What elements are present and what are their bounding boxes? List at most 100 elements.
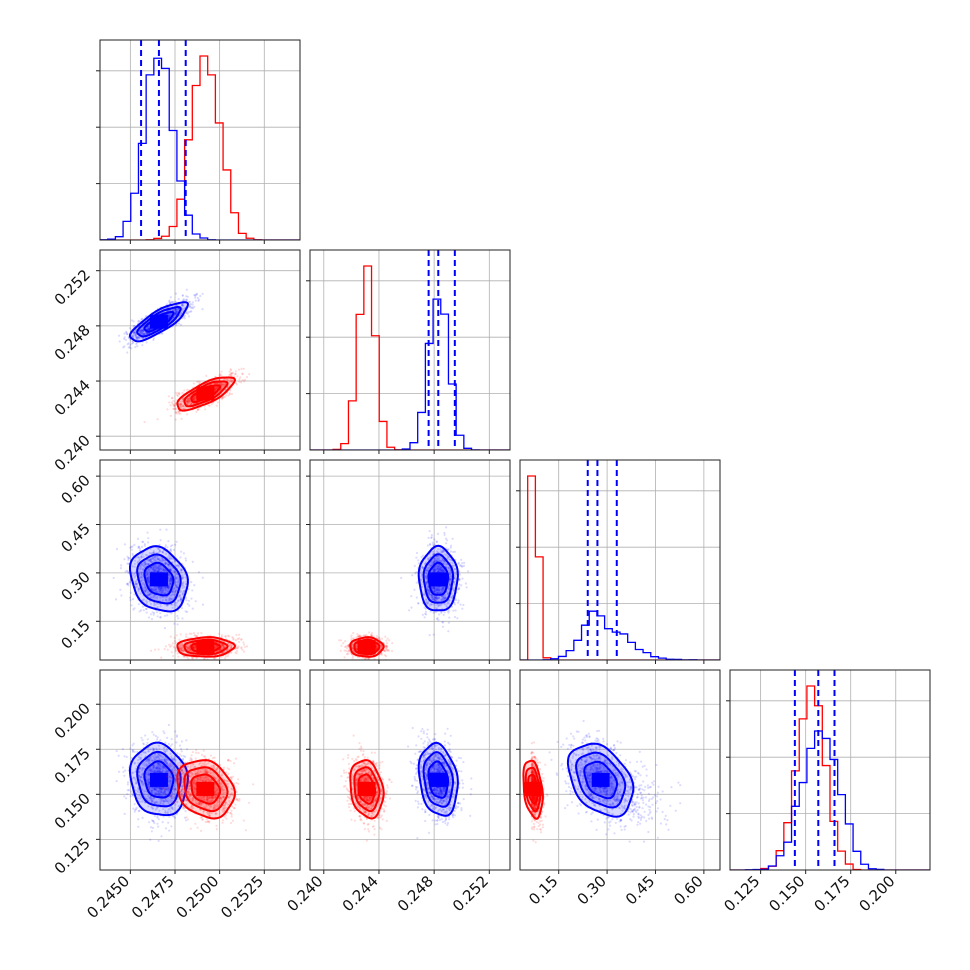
sample-point: [163, 586, 166, 589]
sample-point: [214, 388, 218, 391]
sample-point: [156, 569, 159, 573]
sample-point: [172, 316, 175, 320]
sample-point: [146, 554, 149, 557]
sample-point: [236, 375, 239, 378]
sample-point: [229, 379, 232, 382]
sample-point: [168, 568, 171, 571]
sample-point: [158, 550, 161, 553]
sample-point: [137, 319, 140, 322]
sample-point: [200, 631, 203, 635]
sample-point: [169, 577, 172, 580]
sample-point: [141, 344, 144, 347]
sample-point: [120, 594, 123, 597]
sample-point: [192, 382, 195, 385]
sample-point: [188, 604, 191, 607]
sample-point: [214, 387, 217, 390]
sample-point: [171, 593, 174, 596]
panel-grid-2-0: [100, 460, 300, 660]
sample-point: [177, 617, 180, 620]
sample-point: [164, 592, 167, 595]
sample-point: [154, 559, 157, 563]
sample-point: [144, 586, 147, 590]
sample-point: [123, 336, 126, 339]
sample-point: [167, 563, 170, 567]
sample-point: [235, 652, 238, 655]
sample-point: [227, 394, 230, 397]
sample-point: [142, 565, 145, 568]
y-tick-label: 0.240: [51, 431, 94, 474]
sample-point: [160, 591, 163, 594]
sample-point: [150, 649, 153, 652]
sample-point: [177, 581, 180, 584]
sample-point: [143, 561, 146, 564]
sample-point: [188, 301, 191, 304]
sample-point: [188, 396, 191, 400]
sample-point: [168, 600, 171, 603]
sample-point: [187, 399, 190, 403]
sample-point: [181, 308, 184, 311]
density-contour: [136, 553, 182, 605]
sample-point: [148, 593, 151, 596]
sample-point: [241, 648, 244, 651]
sample-point: [167, 554, 170, 558]
sample-point: [146, 593, 150, 597]
sample-point: [124, 570, 127, 573]
sample-point: [169, 577, 172, 581]
sample-point: [137, 337, 140, 340]
sample-point: [163, 648, 166, 651]
sample-point: [217, 632, 221, 635]
sample-point: [152, 550, 155, 553]
sample-point: [168, 573, 171, 576]
sample-point: [156, 557, 159, 560]
sample-point: [138, 573, 141, 576]
sample-point: [152, 566, 155, 569]
sample-point: [168, 574, 171, 577]
sample-point: [194, 299, 197, 302]
sample-point: [230, 372, 233, 375]
sample-point: [186, 401, 189, 404]
sample-point: [194, 296, 197, 299]
sample-point: [179, 633, 182, 636]
sample-point: [146, 570, 149, 573]
sample-point: [158, 560, 161, 563]
sample-point: [126, 582, 129, 585]
sample-point: [195, 410, 198, 413]
sample-point: [164, 596, 167, 599]
sample-point: [166, 604, 169, 607]
sample-point: [191, 560, 194, 564]
sample-point: [174, 309, 177, 312]
sample-point: [222, 395, 225, 398]
sample-point: [220, 382, 223, 385]
sample-point: [154, 588, 157, 591]
sample-point: [169, 578, 172, 581]
sample-point: [185, 298, 189, 301]
sample-point: [152, 558, 155, 561]
sample-point: [164, 562, 167, 565]
sample-point: [183, 317, 186, 320]
sample-point: [442, 613, 445, 617]
sample-point: [227, 653, 230, 656]
sample-point: [145, 601, 149, 604]
sample-point: [142, 609, 145, 612]
sample-point: [159, 589, 163, 592]
sample-point: [148, 593, 151, 596]
sample-point: [177, 308, 180, 311]
sample-point: [174, 579, 177, 583]
sample-point: [164, 569, 167, 572]
sample-point: [186, 401, 189, 404]
sample-point: [145, 588, 148, 591]
sample-point: [154, 555, 157, 559]
sample-point: [157, 586, 160, 589]
sample-point: [148, 328, 151, 331]
sample-point: [185, 312, 188, 315]
sample-point: [176, 393, 179, 396]
sample-point: [140, 556, 143, 559]
sample-point: [231, 372, 234, 375]
sample-point: [151, 561, 154, 564]
sample-point: [173, 622, 176, 625]
sample-point: [217, 382, 221, 385]
sample-point: [143, 332, 146, 335]
sample-point: [168, 597, 171, 600]
sample-point: [190, 581, 193, 584]
sample-point: [224, 657, 227, 660]
